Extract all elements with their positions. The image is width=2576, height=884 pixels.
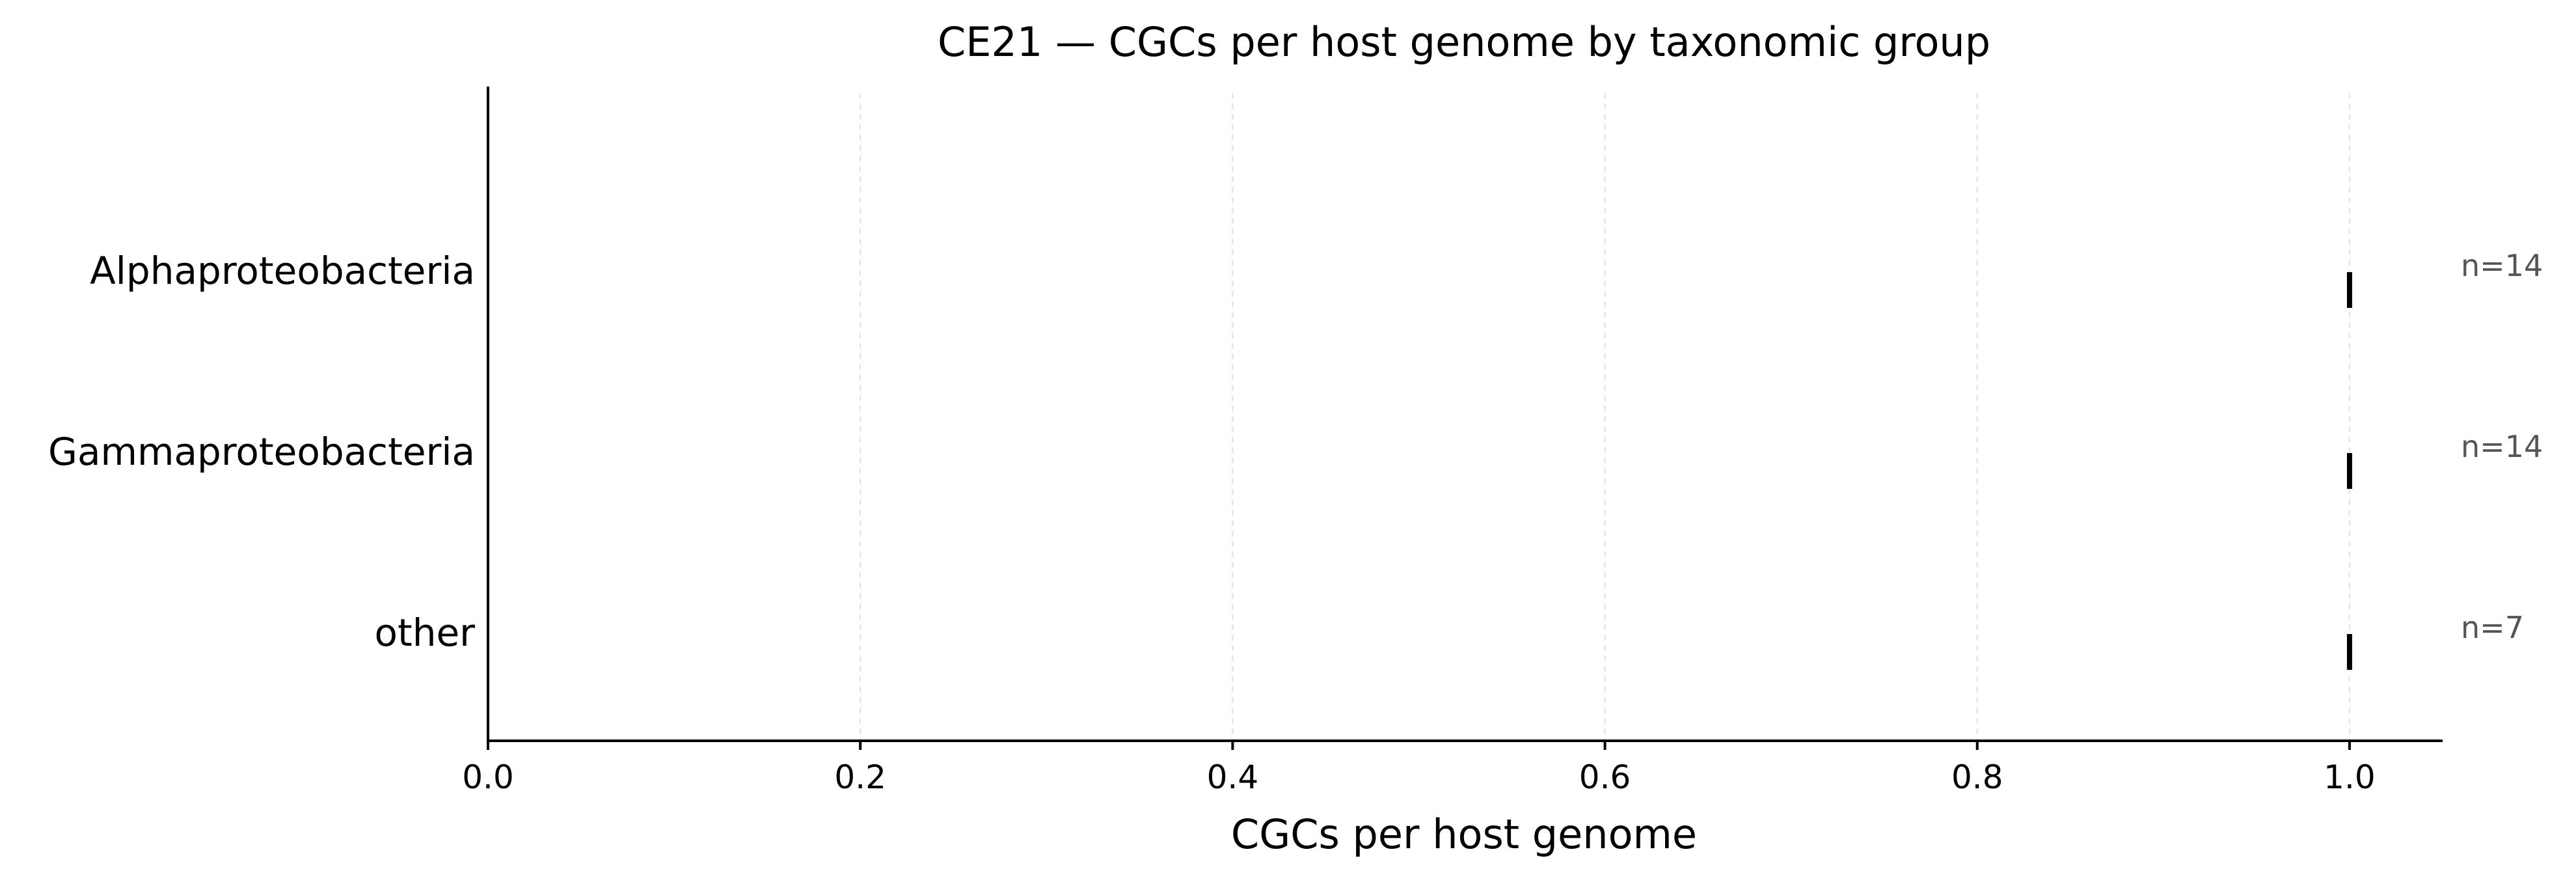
x-tick-label: 0.6	[1579, 758, 1631, 796]
category-label: Alphaproteobacteria	[90, 249, 475, 293]
chart-title: CE21 — CGCs per host genome by taxonomic…	[938, 18, 1990, 66]
count-label: n=14	[2461, 248, 2543, 283]
x-tick-label: 0.0	[462, 758, 514, 796]
x-axis-label: CGCs per host genome	[1231, 810, 1697, 858]
count-label: n=7	[2461, 610, 2524, 645]
count-label: n=14	[2461, 429, 2543, 464]
x-tick-label: 0.4	[1207, 758, 1259, 796]
y-category-labels: Alphaproteobacteria Gammaproteobacteria ot…	[48, 249, 475, 655]
x-tick-label: 1.0	[2324, 758, 2376, 796]
x-tick-label: 0.8	[1951, 758, 2003, 796]
x-ticks: 0.0 0.2 0.4 0.6 0.8 1.0	[462, 741, 2376, 796]
category-label: Gammaproteobacteria	[48, 430, 475, 474]
count-annotations: n=14 n=14 n=7	[2461, 248, 2543, 645]
x-tick-label: 0.2	[834, 758, 886, 796]
grid-lines	[859, 93, 2351, 741]
category-label: other	[374, 611, 475, 655]
